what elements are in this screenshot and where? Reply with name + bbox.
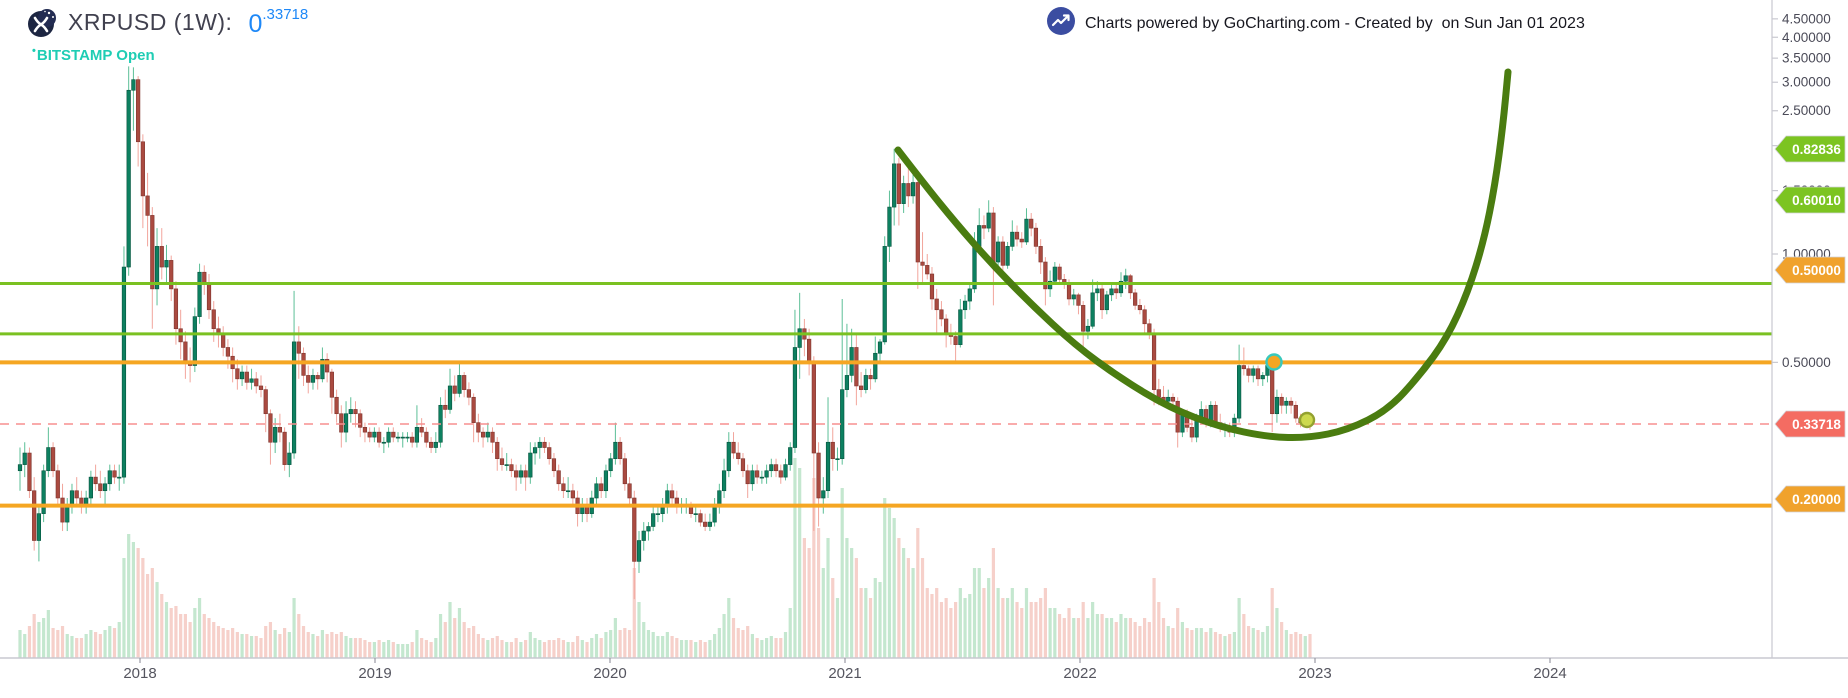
horizontal-line-drawings[interactable]: [0, 281, 1772, 508]
attribution-bar: Charts powered by GoCharting.com - Creat…: [1046, 6, 1585, 41]
price-badge-label: 0.60010: [1792, 193, 1841, 208]
year-tick-label: 2022: [1063, 665, 1096, 682]
chart-legend: XRPUSD (1W): 0.33718 •BITSTAMP Open: [26, 6, 308, 64]
price-badge-label: 0.82836: [1792, 142, 1841, 157]
price-badge: [1774, 135, 1846, 163]
price-badge-label: 0.20000: [1792, 492, 1841, 507]
price-badge: [1774, 186, 1846, 214]
year-tick-label: 2023: [1298, 665, 1331, 682]
candlestick-series: [17, 66, 1313, 600]
volume-bars: [18, 458, 1312, 658]
price-tick-label: 4.50000: [1782, 11, 1831, 26]
price-axis-badges: 0.82836 0.60010 0.50000 0.33718 0.20000: [1774, 135, 1846, 513]
symbol-title[interactable]: XRPUSD (1W):: [68, 9, 233, 35]
year-tick-label: 2020: [593, 665, 626, 682]
ball-emoji-marker[interactable]: [1298, 411, 1316, 429]
market-open-dot-icon: •: [32, 45, 36, 57]
price-tick-label: 3.50000: [1782, 51, 1831, 66]
price-badge: [1774, 410, 1846, 438]
exchange-status: •BITSTAMP Open: [32, 45, 308, 64]
parabolic-curve-drawing[interactable]: [894, 68, 1512, 442]
price-badge: [1774, 256, 1846, 284]
price-tick-label: 0.50000: [1782, 355, 1831, 370]
price-tick-label: 3.00000: [1782, 75, 1831, 90]
price-badge: [1774, 485, 1846, 513]
year-tick-label: 2024: [1533, 665, 1566, 682]
trend-up-icon: [1046, 6, 1076, 41]
price-badge-label: 0.33718: [1792, 417, 1841, 432]
price-tick-label: 2.50000: [1782, 103, 1831, 118]
axes: [0, 0, 1848, 659]
attribution-text: Charts powered by GoCharting.com - Creat…: [1085, 14, 1585, 32]
exchange-status-label: BITSTAMP Open: [36, 47, 155, 64]
last-price-value: 0.33718: [248, 6, 309, 38]
price-tick-label: 4.00000: [1782, 30, 1831, 45]
anchor-circle-marker[interactable]: [1265, 353, 1283, 371]
xrp-coin-logo-icon: [26, 7, 58, 39]
time-axis[interactable]: 2018 2019 2020 2021 2022 2023 2024: [123, 658, 1567, 682]
year-tick-label: 2019: [358, 665, 391, 682]
price-badge-label: 0.50000: [1792, 263, 1841, 278]
year-tick-label: 2021: [828, 665, 861, 682]
year-tick-label: 2018: [123, 665, 156, 682]
